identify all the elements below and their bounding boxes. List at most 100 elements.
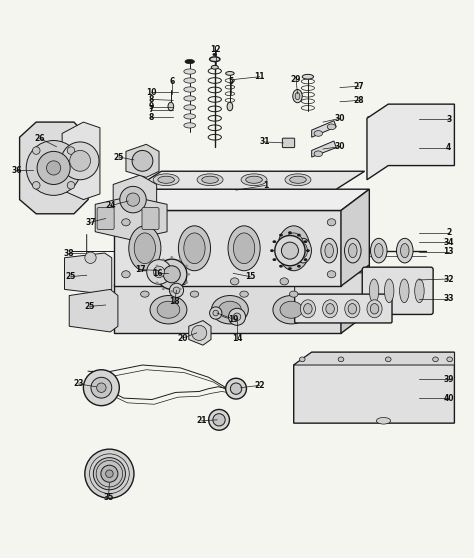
Text: 25: 25: [65, 272, 76, 281]
Circle shape: [169, 283, 183, 297]
Ellipse shape: [295, 238, 311, 263]
Ellipse shape: [299, 243, 308, 258]
Ellipse shape: [154, 273, 156, 276]
Ellipse shape: [384, 279, 394, 302]
Ellipse shape: [179, 258, 182, 261]
Ellipse shape: [345, 238, 361, 263]
Circle shape: [228, 309, 246, 325]
Ellipse shape: [314, 131, 322, 136]
Ellipse shape: [314, 151, 322, 157]
Ellipse shape: [150, 296, 187, 324]
Text: 37: 37: [85, 218, 96, 227]
Text: 8: 8: [148, 95, 154, 104]
Text: 11: 11: [255, 72, 265, 81]
Text: 4: 4: [446, 143, 451, 152]
Circle shape: [85, 449, 134, 498]
Ellipse shape: [184, 114, 196, 119]
Text: 33: 33: [444, 295, 454, 304]
Ellipse shape: [67, 147, 75, 155]
FancyBboxPatch shape: [142, 208, 159, 229]
Circle shape: [127, 193, 140, 206]
Text: 32: 32: [444, 275, 454, 283]
Ellipse shape: [234, 233, 255, 263]
Text: 21: 21: [196, 416, 207, 425]
Circle shape: [210, 307, 222, 319]
Ellipse shape: [184, 123, 196, 128]
Circle shape: [83, 370, 119, 406]
Ellipse shape: [168, 102, 173, 110]
FancyBboxPatch shape: [295, 294, 392, 323]
Ellipse shape: [178, 278, 187, 285]
Text: 5: 5: [229, 77, 234, 86]
Circle shape: [191, 325, 207, 340]
Ellipse shape: [134, 233, 155, 263]
Polygon shape: [95, 196, 167, 240]
Ellipse shape: [303, 258, 307, 261]
Polygon shape: [341, 189, 369, 286]
Ellipse shape: [270, 249, 274, 252]
Text: 13: 13: [444, 247, 454, 256]
Ellipse shape: [211, 65, 219, 69]
Polygon shape: [114, 210, 341, 286]
Ellipse shape: [32, 181, 40, 189]
Ellipse shape: [184, 78, 196, 83]
Ellipse shape: [246, 176, 262, 183]
Text: 25: 25: [114, 152, 124, 162]
Ellipse shape: [303, 240, 307, 243]
Ellipse shape: [297, 234, 301, 237]
Circle shape: [91, 377, 112, 398]
Text: 39: 39: [444, 374, 454, 384]
Ellipse shape: [185, 60, 194, 64]
Text: 16: 16: [152, 269, 163, 278]
Ellipse shape: [304, 304, 312, 314]
Circle shape: [173, 287, 180, 294]
Ellipse shape: [228, 226, 260, 271]
Polygon shape: [19, 122, 88, 214]
Text: 35: 35: [103, 493, 114, 502]
Ellipse shape: [67, 181, 75, 189]
Text: 20: 20: [177, 334, 188, 343]
Ellipse shape: [385, 357, 391, 362]
Ellipse shape: [122, 271, 130, 278]
Circle shape: [101, 465, 118, 482]
Ellipse shape: [184, 87, 196, 92]
Ellipse shape: [327, 271, 336, 278]
Text: 29: 29: [291, 75, 301, 84]
Ellipse shape: [210, 57, 220, 61]
Ellipse shape: [129, 226, 161, 271]
Ellipse shape: [283, 233, 304, 263]
Circle shape: [275, 235, 305, 266]
Ellipse shape: [226, 71, 234, 75]
Polygon shape: [367, 104, 455, 180]
Ellipse shape: [290, 176, 306, 183]
Ellipse shape: [288, 231, 292, 234]
Ellipse shape: [321, 238, 337, 263]
Polygon shape: [312, 121, 336, 137]
Polygon shape: [126, 145, 159, 177]
Circle shape: [97, 383, 106, 392]
Ellipse shape: [322, 300, 337, 318]
Ellipse shape: [285, 174, 311, 186]
Ellipse shape: [162, 258, 164, 261]
Ellipse shape: [170, 290, 173, 292]
Ellipse shape: [279, 265, 283, 268]
Ellipse shape: [415, 279, 424, 302]
Circle shape: [70, 151, 91, 171]
Ellipse shape: [197, 174, 223, 186]
Circle shape: [26, 141, 81, 195]
Circle shape: [213, 413, 225, 426]
Ellipse shape: [327, 219, 336, 226]
Circle shape: [147, 259, 171, 284]
Ellipse shape: [202, 176, 219, 183]
Ellipse shape: [297, 265, 301, 268]
Circle shape: [132, 151, 153, 171]
Circle shape: [154, 266, 164, 277]
Ellipse shape: [367, 300, 382, 318]
Ellipse shape: [280, 278, 289, 285]
Ellipse shape: [293, 89, 302, 103]
Polygon shape: [114, 283, 341, 333]
FancyBboxPatch shape: [97, 208, 114, 229]
Text: 30: 30: [335, 114, 345, 123]
Ellipse shape: [190, 291, 199, 297]
Ellipse shape: [184, 69, 196, 74]
